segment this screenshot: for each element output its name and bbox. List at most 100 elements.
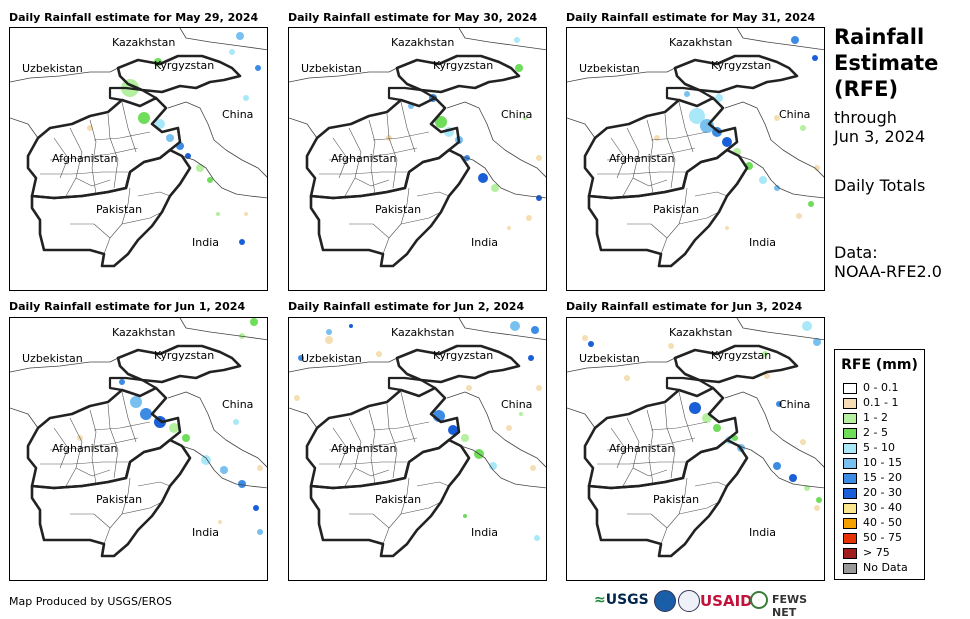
map-label-kyrgyzstan: Kyrgyzstan bbox=[154, 59, 215, 72]
country-boundary bbox=[458, 28, 546, 51]
legend-item: 0 - 0.1 bbox=[843, 381, 898, 395]
map-label-pakistan: Pakistan bbox=[653, 203, 700, 216]
rainfall-patch bbox=[130, 396, 142, 408]
map-label-kazakhstan: Kazakhstan bbox=[112, 36, 176, 49]
legend-swatch bbox=[843, 472, 857, 484]
rainfall-patch bbox=[478, 173, 488, 183]
kyrgyzstan-border bbox=[395, 54, 521, 94]
rainfall-patch bbox=[759, 176, 767, 184]
legend-label: 2 - 5 bbox=[863, 426, 888, 439]
rainfall-patch bbox=[244, 212, 248, 216]
rainfall-patch bbox=[182, 434, 190, 442]
province-boundary bbox=[70, 223, 111, 239]
country-boundary bbox=[446, 101, 546, 178]
map-label-uzbekistan: Uzbekistan bbox=[22, 352, 83, 365]
province-boundary bbox=[349, 513, 390, 529]
province-boundary bbox=[328, 147, 418, 161]
legend-title: RFE (mm) bbox=[841, 357, 918, 373]
legend-item: 50 - 75 bbox=[843, 531, 902, 545]
map-label-india: India bbox=[749, 236, 776, 249]
through-date: Jun 3, 2024 bbox=[834, 127, 926, 146]
map-label-india: India bbox=[471, 526, 498, 539]
province-boundary bbox=[597, 171, 685, 175]
rainfall-patch bbox=[218, 520, 222, 524]
rainfall-patch bbox=[255, 65, 261, 71]
pakistan-border bbox=[587, 438, 749, 558]
rainfall-patch bbox=[789, 474, 797, 482]
province-boundary bbox=[354, 177, 390, 187]
rainfall-patch bbox=[119, 379, 125, 385]
rainfall-patch bbox=[808, 201, 814, 207]
legend-swatch bbox=[843, 412, 857, 424]
title-line-2: Estimate bbox=[834, 51, 939, 75]
panel-title-4: Daily Rainfall estimate for Jun 1, 2024 bbox=[9, 300, 246, 313]
legend-label: 15 - 20 bbox=[863, 471, 902, 484]
country-boundary bbox=[10, 117, 39, 139]
title-line-3: (RFE) bbox=[834, 77, 899, 101]
province-boundary bbox=[121, 391, 137, 443]
rainfall-patch bbox=[816, 497, 822, 503]
sidebar-title: Rainfall Estimate (RFE) bbox=[834, 24, 938, 102]
country-boundary bbox=[10, 357, 119, 373]
rainfall-patch bbox=[536, 195, 542, 201]
rainfall-patch bbox=[534, 535, 540, 541]
legend-swatch bbox=[843, 382, 857, 394]
province-boundary bbox=[646, 409, 654, 485]
pakistan-border bbox=[30, 438, 192, 558]
province-boundary bbox=[400, 101, 416, 153]
rainfall-patch bbox=[349, 324, 353, 328]
rainfall-patch bbox=[689, 402, 701, 414]
rainfall-patch bbox=[514, 37, 520, 43]
rainfall-patch bbox=[684, 91, 690, 97]
kyrgyzstan-border bbox=[673, 54, 799, 94]
legend-swatch bbox=[843, 457, 857, 469]
map-graphic bbox=[567, 28, 824, 268]
province-boundary bbox=[627, 513, 668, 529]
rainfall-patch bbox=[201, 455, 211, 465]
map-panel-6: Kazakhstan Uzbekistan Kyrgyzstan China Afgha… bbox=[566, 317, 825, 581]
rainfall-patch bbox=[515, 64, 523, 72]
country-boundary bbox=[724, 391, 824, 468]
legend-swatch bbox=[843, 487, 857, 499]
province-boundary bbox=[137, 481, 171, 487]
rainfall-patch bbox=[325, 336, 333, 344]
legend-label: 0 - 0.1 bbox=[863, 381, 899, 394]
through-label: through bbox=[834, 108, 897, 127]
usgs-logo: ≈USGS bbox=[594, 592, 649, 608]
country-boundary bbox=[567, 67, 676, 83]
rainfall-patch bbox=[463, 514, 467, 518]
country-boundary bbox=[460, 155, 546, 199]
rainfall-patch bbox=[773, 462, 781, 470]
province-boundary bbox=[75, 177, 111, 187]
map-graphic bbox=[289, 318, 546, 558]
map-label-china: China bbox=[779, 398, 811, 411]
province-boundary bbox=[372, 131, 430, 141]
country-boundary bbox=[289, 67, 398, 83]
country-boundary bbox=[458, 318, 546, 341]
map-graphic bbox=[10, 318, 267, 558]
province-boundary bbox=[65, 417, 83, 487]
country-boundary bbox=[167, 391, 267, 468]
country-boundary bbox=[179, 28, 267, 51]
legend-label: 1 - 2 bbox=[863, 411, 888, 424]
map-label-uzbekistan: Uzbekistan bbox=[22, 62, 83, 75]
province-boundary bbox=[319, 171, 407, 175]
rainfall-patch bbox=[588, 341, 594, 347]
data-label: Data: bbox=[834, 243, 878, 262]
kyrgyzstan-border bbox=[673, 344, 799, 384]
province-boundary bbox=[632, 177, 668, 187]
rainfall-patch bbox=[796, 213, 802, 219]
province-boundary bbox=[344, 127, 362, 197]
country-boundary bbox=[736, 318, 824, 341]
country-boundary bbox=[179, 318, 267, 341]
rainfall-patch bbox=[582, 335, 588, 341]
map-label-kazakhstan: Kazakhstan bbox=[391, 326, 455, 339]
legend-swatch bbox=[843, 397, 857, 409]
afghanistan-border bbox=[26, 386, 182, 490]
map-label-india: India bbox=[471, 236, 498, 249]
legend-label: 40 - 50 bbox=[863, 516, 902, 529]
province-boundary bbox=[332, 137, 348, 179]
country-boundary bbox=[167, 101, 267, 178]
province-boundary bbox=[386, 403, 398, 479]
rainfall-patch bbox=[243, 95, 249, 101]
